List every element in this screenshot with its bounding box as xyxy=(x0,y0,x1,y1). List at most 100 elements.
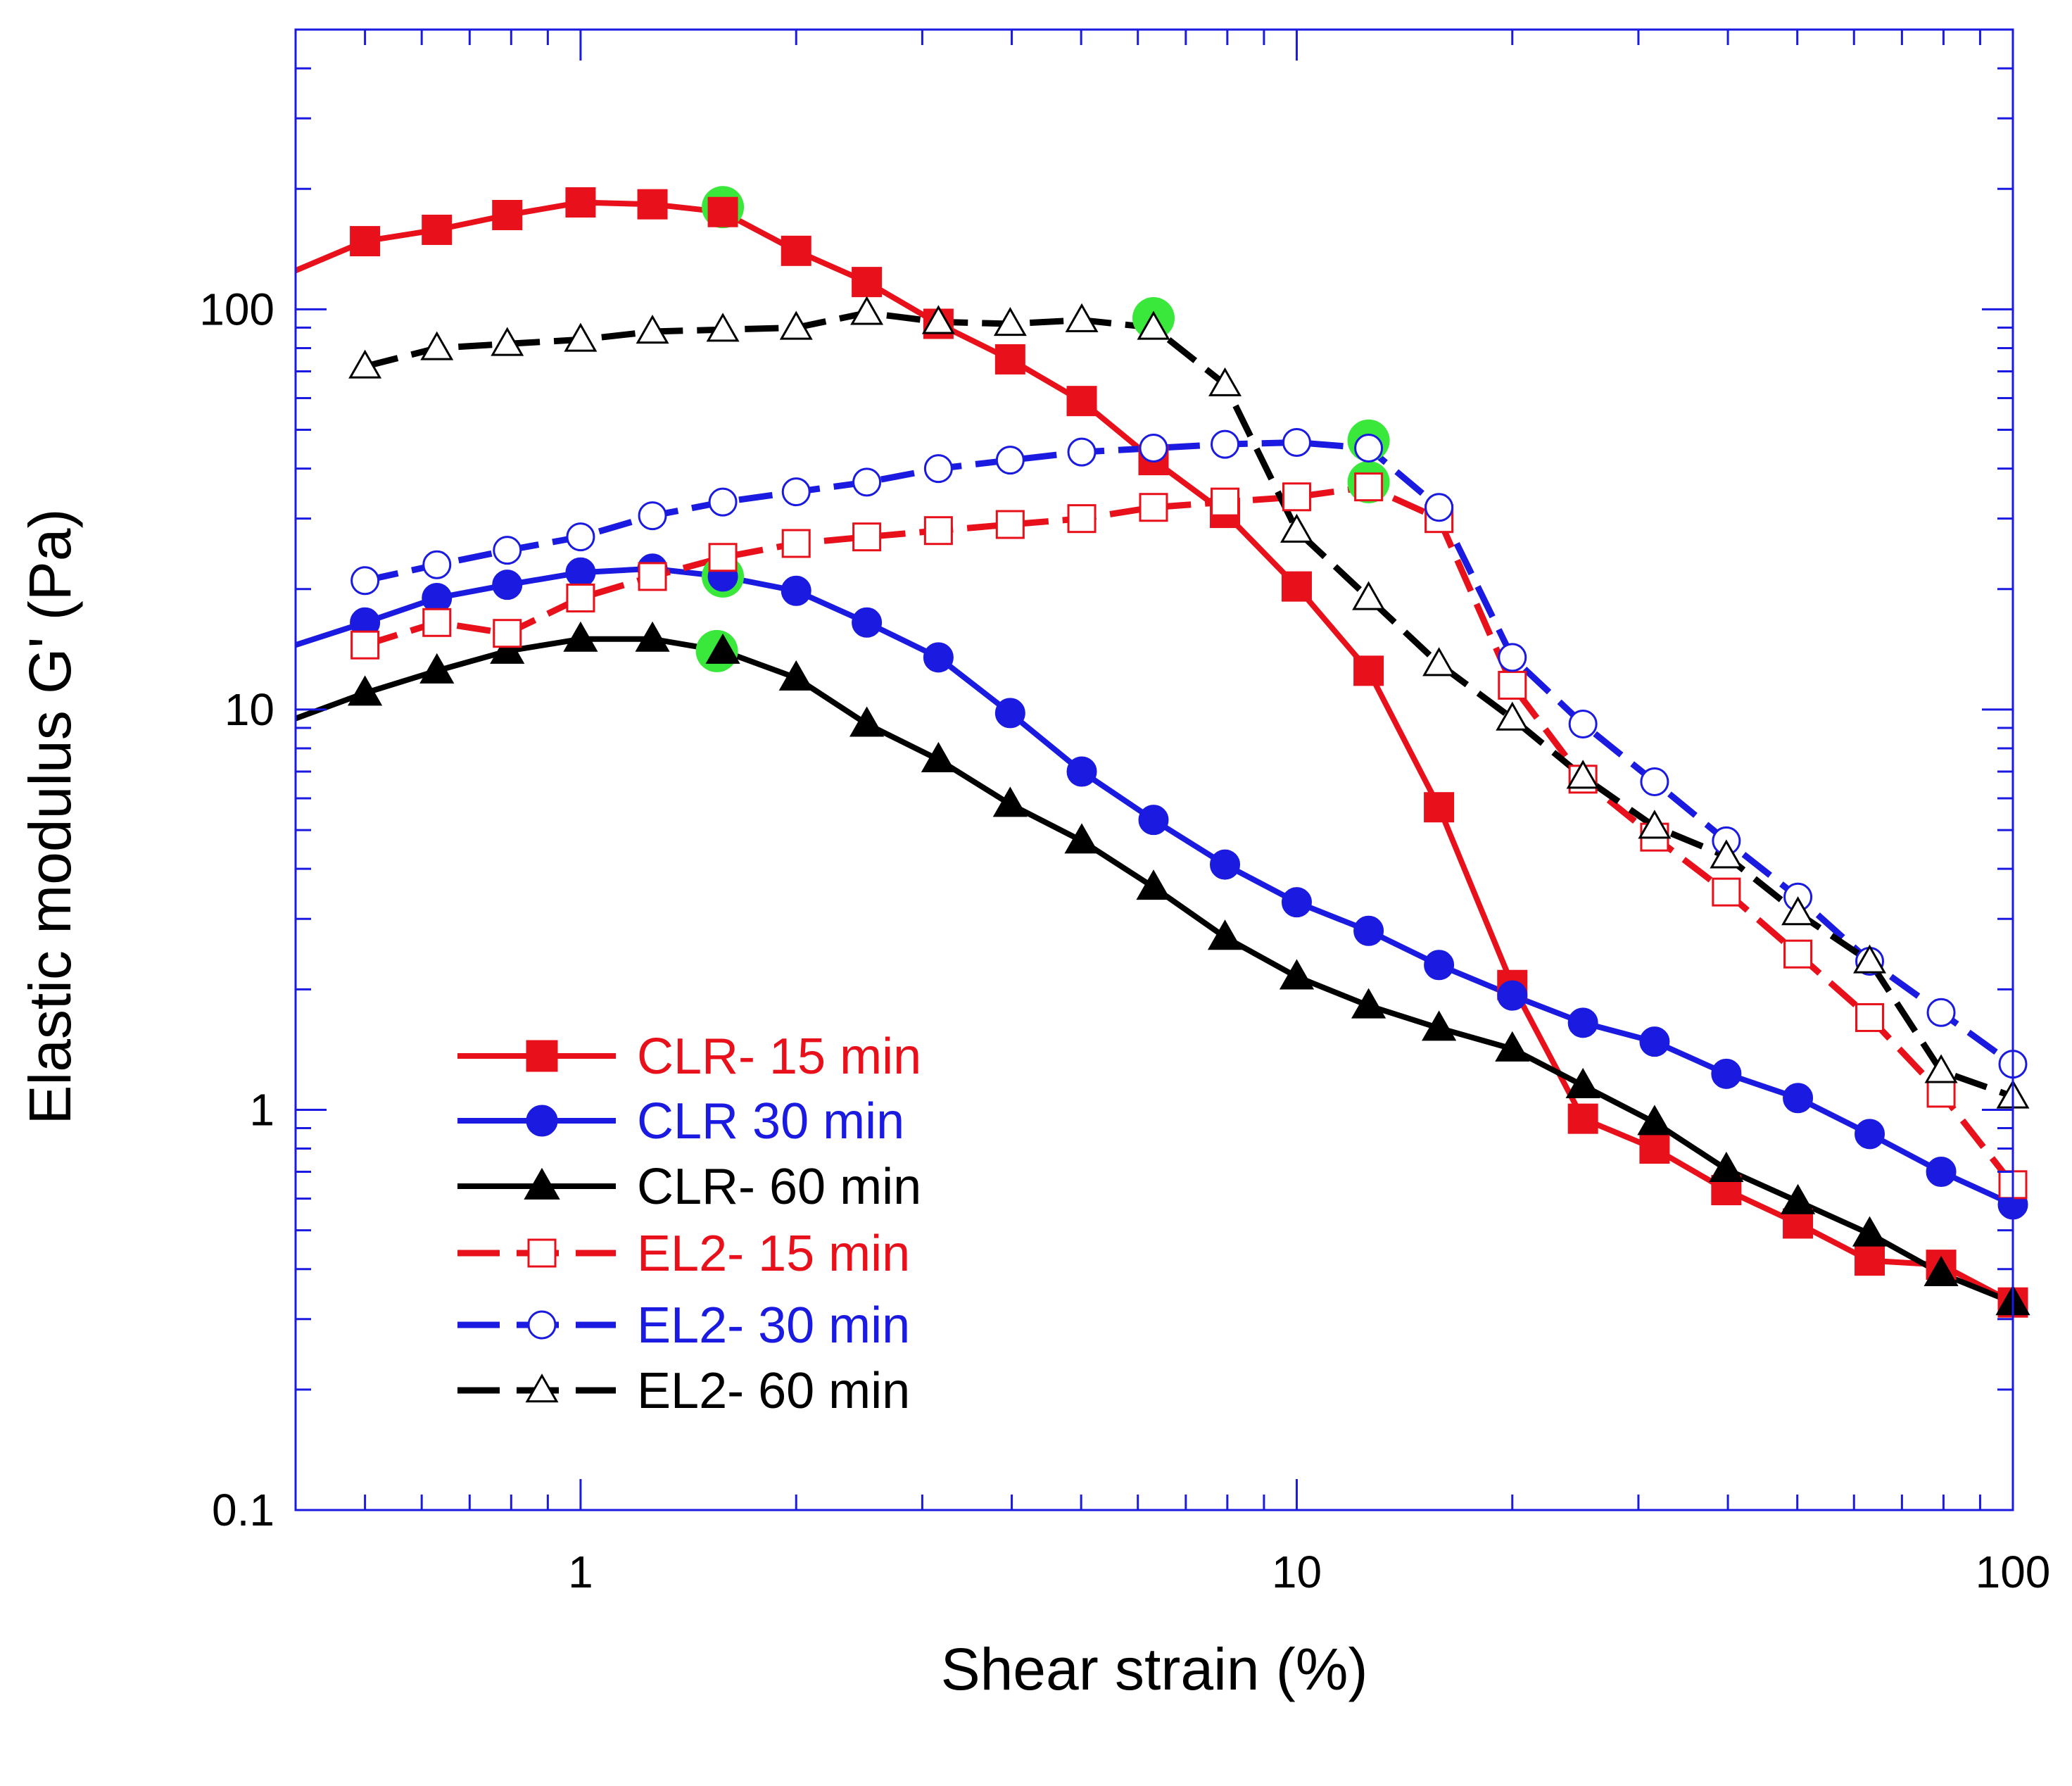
legend-marker-el2-30-min xyxy=(527,1310,557,1340)
data-point-el2-30-min xyxy=(350,566,380,596)
data-point-el2-30-min xyxy=(566,522,595,552)
legend: CLR- 15 min CLR 30 min CLR- 60 min EL2- 15 … xyxy=(457,1029,921,1419)
data-point-clr-60-min xyxy=(1064,823,1099,854)
data-point-el2-60-min xyxy=(921,305,955,334)
legend-marker-clr-15-min xyxy=(526,1040,558,1072)
data-point-clr-15-min xyxy=(707,196,738,227)
data-point-clr-60-min xyxy=(849,706,885,737)
data-point-clr-30-min xyxy=(565,557,596,588)
x-tick-label: 10 xyxy=(1272,1547,1322,1597)
data-point-clr-30-min xyxy=(852,607,883,638)
legend-marker-clr-60-min xyxy=(524,1167,560,1200)
data-point-el2-30-min xyxy=(1926,998,1956,1027)
data-point-el2-60-min xyxy=(779,310,813,340)
legend-label-clr-60-min: CLR- 60 min xyxy=(637,1159,921,1215)
data-point-clr-60-min xyxy=(635,621,670,652)
data-point-el2-30-min xyxy=(493,536,522,565)
data-point-el2-15-min xyxy=(1926,1078,1956,1108)
data-point-clr-30-min xyxy=(781,575,811,606)
data-point-el2-15-min xyxy=(1783,939,1813,969)
data-point-el2-60-min xyxy=(348,349,382,379)
data-point-clr-60-min xyxy=(1637,1105,1672,1136)
data-point-el2-15-min xyxy=(493,619,522,648)
data-point-el2-60-min xyxy=(850,296,884,325)
data-point-el2-15-min xyxy=(1354,472,1384,502)
data-point-el2-15-min xyxy=(1211,487,1240,517)
data-point-clr-30-min xyxy=(1281,887,1312,918)
data-point-clr-15-min xyxy=(1639,1133,1670,1164)
data-point-clr-15-min xyxy=(1353,655,1384,686)
data-point-el2-30-min xyxy=(923,454,953,484)
data-point-el2-15-min xyxy=(638,562,667,591)
data-point-el2-60-min xyxy=(1280,513,1313,543)
data-point-clr-60-min xyxy=(921,741,956,772)
data-point-el2-30-min xyxy=(422,550,452,579)
data-point-clr-60-min xyxy=(490,633,525,664)
data-point-clr-30-min xyxy=(492,570,523,600)
data-point-el2-30-min xyxy=(852,467,882,497)
data-point-clr-30-min xyxy=(1138,805,1169,836)
data-point-el2-15-min xyxy=(923,516,953,546)
data-point-el2-60-min xyxy=(1137,310,1170,340)
series-line-el2-30-min xyxy=(364,439,2015,1067)
data-point-clr-30-min xyxy=(994,698,1025,729)
data-point-clr-15-min xyxy=(994,344,1025,375)
data-point-clr-30-min xyxy=(1424,950,1455,981)
data-point-el2-15-min xyxy=(852,522,882,552)
plot-frame xyxy=(294,28,2014,1511)
data-point-clr-15-min xyxy=(852,267,883,298)
data-point-clr-60-min xyxy=(1852,1216,1888,1247)
data-point-el2-15-min xyxy=(781,529,811,558)
data-point-el2-15-min xyxy=(1282,482,1311,512)
data-point-el2-60-min xyxy=(1352,581,1386,610)
data-point-el2-15-min xyxy=(422,608,452,637)
data-point-el2-60-min xyxy=(636,315,669,344)
data-point-el2-30-min xyxy=(1211,429,1240,459)
data-point-clr-60-min xyxy=(1780,1183,1816,1214)
data-point-el2-30-min xyxy=(1640,767,1669,797)
y-tick-label: 0.1 xyxy=(212,1485,274,1535)
data-point-el2-30-min xyxy=(1354,434,1384,463)
data-point-clr-60-min xyxy=(1923,1255,1959,1286)
data-point-clr-15-min xyxy=(492,199,523,230)
data-point-clr-30-min xyxy=(422,582,453,613)
data-point-clr-30-min xyxy=(1639,1026,1670,1057)
data-point-clr-60-min xyxy=(992,786,1028,817)
series-line-clr-15-min xyxy=(294,199,2014,1305)
series-line-el2-60-min xyxy=(364,309,2014,1100)
data-point-clr-60-min xyxy=(1495,1031,1530,1062)
legend-marker-clr-30-min xyxy=(526,1105,558,1137)
data-point-clr-15-min xyxy=(1281,571,1312,602)
data-point-el2-60-min xyxy=(420,331,454,360)
data-point-clr-60-min xyxy=(705,633,740,664)
data-point-el2-60-min xyxy=(706,313,740,342)
data-point-el2-60-min xyxy=(1924,1054,1958,1083)
data-point-clr-30-min xyxy=(923,642,954,673)
data-point-el2-30-min xyxy=(638,501,667,531)
data-point-clr-60-min xyxy=(348,675,383,706)
data-point-el2-30-min xyxy=(1282,427,1311,457)
legend-marker-el2-60-min xyxy=(525,1373,559,1403)
data-point-clr-30-min xyxy=(1855,1119,1885,1150)
data-point-clr-15-min xyxy=(350,226,381,257)
data-point-el2-30-min xyxy=(995,446,1025,475)
data-point-el2-15-min xyxy=(1712,877,1741,907)
data-point-clr-30-min xyxy=(1210,849,1241,880)
data-point-el2-30-min xyxy=(1067,437,1097,467)
data-point-el2-60-min xyxy=(1710,839,1743,869)
data-point-clr-15-min xyxy=(422,214,453,245)
data-point-clr-60-min xyxy=(1279,959,1315,990)
series-line-el2-15-min xyxy=(364,484,2016,1187)
data-point-clr-60-min xyxy=(1136,869,1171,900)
data-point-el2-60-min xyxy=(1208,367,1242,396)
data-point-clr-30-min xyxy=(1926,1157,1957,1188)
y-axis-title: Elastic modulus G' (Pa) xyxy=(17,509,83,1125)
legend-label-el2-30-min: EL2- 30 min xyxy=(637,1297,910,1354)
data-point-el2-15-min xyxy=(708,543,738,572)
data-point-clr-15-min xyxy=(1066,386,1097,417)
y-tick-label: 10 xyxy=(225,684,274,735)
data-point-el2-60-min xyxy=(564,322,598,352)
data-point-clr-15-min xyxy=(565,187,596,218)
data-point-el2-15-min xyxy=(1855,1002,1885,1032)
